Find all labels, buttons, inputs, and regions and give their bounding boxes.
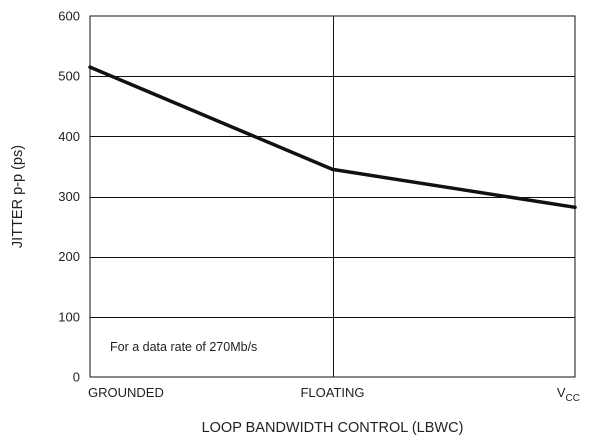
plot-frame	[89, 15, 576, 378]
x-tick-label: VCC	[557, 385, 580, 404]
data-rate-annotation: For a data rate of 270Mb/s	[110, 340, 257, 354]
y-axis-title: JITTER p-p (ps)	[10, 145, 26, 248]
grid	[90, 16, 575, 377]
x-tick-label: FLOATING	[300, 385, 364, 400]
x-axis-title: LOOP BANDWIDTH CONTROL (LBWC)	[202, 420, 464, 436]
x-tick-labels: GROUNDED FLOATING VCC	[88, 385, 580, 404]
y-tick-label: 300	[58, 189, 80, 204]
y-tick-label: 100	[58, 309, 80, 324]
x-tick-label: GROUNDED	[88, 385, 164, 400]
y-tick-label: 600	[58, 9, 80, 24]
y-tick-label: 200	[58, 249, 80, 264]
series-line-0	[89, 65, 576, 210]
data-point	[330, 167, 335, 172]
y-tick-label: 0	[73, 370, 80, 385]
y-tick-label: 500	[58, 69, 80, 84]
y-tick-label: 400	[58, 129, 80, 144]
series-layer	[88, 65, 577, 210]
y-tick-labels: 0 100 200 300 400 500 600	[58, 9, 80, 385]
